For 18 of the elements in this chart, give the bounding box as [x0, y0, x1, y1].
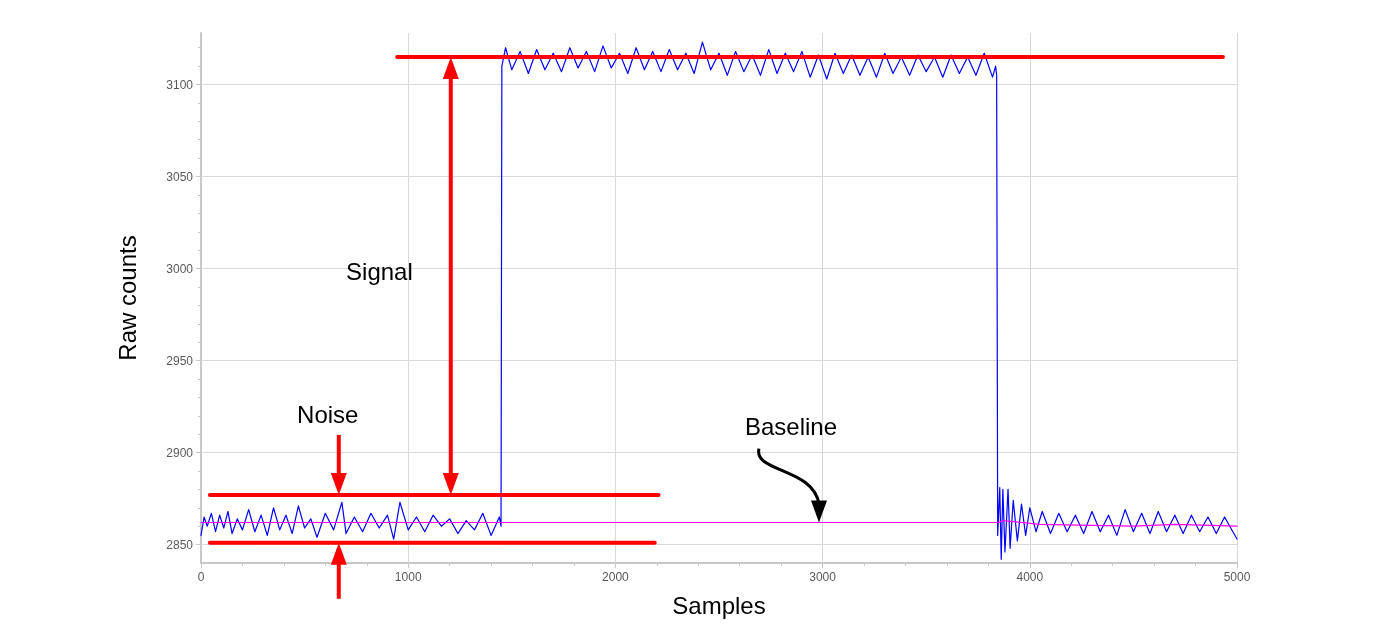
y-tick-label: 2850: [166, 537, 194, 552]
x-tick-label: 4000: [1016, 570, 1044, 584]
y-tick-label: 2950: [166, 353, 194, 368]
x-tick-label: 3000: [809, 570, 837, 584]
y-tick-label: 3100: [166, 77, 194, 92]
y-tick-label: 3050: [166, 169, 194, 184]
y-axis-title: Raw counts: [113, 235, 141, 361]
y-tick-label: 2900: [166, 445, 194, 460]
annotation: Baseline: [744, 412, 838, 440]
annotation: Signal: [346, 257, 413, 285]
line-series: [200, 41, 1238, 560]
x-tick-label: 0: [197, 570, 205, 584]
x-axis-title: Samples: [672, 591, 766, 619]
x-tick-label: 1000: [394, 570, 422, 584]
x-tick-label: 5000: [1223, 570, 1251, 584]
y-tick-label: 3000: [166, 261, 194, 276]
annotation: Noise: [297, 400, 359, 428]
x-tick-label: 2000: [602, 570, 630, 584]
